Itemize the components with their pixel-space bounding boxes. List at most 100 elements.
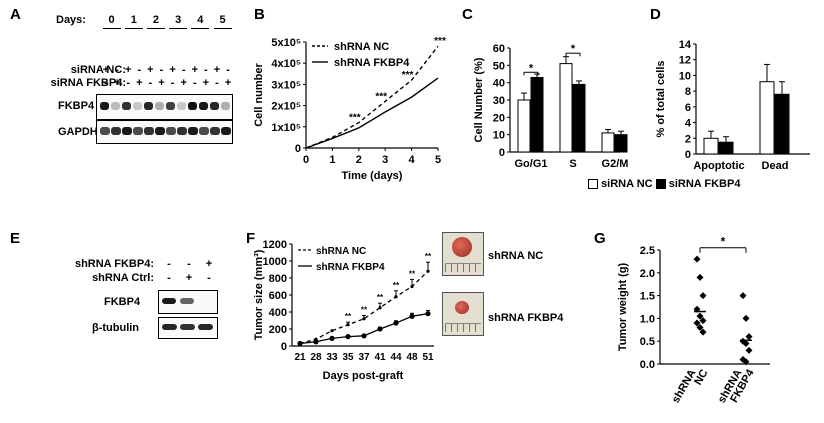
y-tick-label: 10 [493, 130, 505, 142]
sign-nc: + [147, 64, 154, 76]
y-tick-label: 4 [685, 118, 692, 130]
data-point [696, 312, 704, 320]
x-tick-label: 33 [326, 352, 338, 363]
fkbp4-band-e [162, 298, 176, 304]
y-tick-label: 40 [493, 78, 505, 90]
bar [517, 99, 531, 153]
day-label: 0 [108, 14, 115, 26]
panel-letter-d: D [650, 6, 661, 23]
category-label: NC [692, 367, 710, 387]
sign-nc: - [226, 64, 230, 76]
data-point [329, 335, 335, 341]
data-point [330, 329, 334, 333]
sign-nc: + [169, 64, 176, 76]
legend-label-sirna-fkbp4: siRNA FKBP4 [668, 178, 741, 190]
x-tick-label: 1 [329, 154, 335, 166]
chart-c: 0 10 20 30 40 50 60 Cell Number (%) Go/G1 S G2/M * * [473, 43, 628, 170]
legend-label-sirna-nc: siRNA NC [601, 178, 653, 190]
y-tick-label: 3x10⁵ [271, 79, 301, 91]
sign-nc: + [102, 64, 110, 76]
gapdh-band [188, 127, 198, 135]
day-underline [124, 28, 143, 29]
significance-mark: *** [375, 91, 387, 102]
x-tick-label: 21 [294, 352, 306, 363]
bar [572, 83, 586, 153]
gapdh-band [210, 127, 220, 135]
sign-nc: + [191, 64, 199, 76]
legend-label: shRNA FKBP4 [334, 57, 410, 69]
data-point [742, 358, 750, 366]
y-tick-label: 2.0 [640, 268, 655, 280]
gapdh-band [111, 127, 121, 135]
data-point [745, 346, 753, 354]
fkbp4-band [144, 102, 153, 110]
y-tick-label: 2.5 [640, 245, 655, 257]
sign-fkbp4: - [148, 77, 153, 89]
category-label: Apoptotic [693, 160, 744, 172]
row-label-sirna-nc: siRNA NC: [70, 64, 126, 76]
x-tick-label: 5 [435, 154, 441, 166]
y-tick-label: 0.5 [640, 336, 655, 348]
bar [759, 81, 775, 155]
y-tick-label: 2 [685, 133, 691, 145]
gapdh-band [122, 127, 132, 135]
sign-nc: - [137, 64, 142, 76]
y-tick-label: 0 [281, 341, 287, 353]
sign-nc: + [213, 64, 221, 76]
significance-mark: ** [361, 306, 368, 315]
gapdh-band [100, 127, 110, 135]
x-tick-label: 41 [374, 352, 386, 363]
panel-letter-b: B [254, 6, 265, 23]
series-line [305, 77, 439, 149]
sign-shrna-ctrl: + [185, 272, 193, 284]
day-label: 4 [197, 14, 204, 26]
x-tick-label: 48 [406, 352, 418, 363]
x-tick-label: 44 [390, 352, 402, 363]
category-label: shRNA [670, 367, 699, 405]
blot-label-beta-tubulin: β-tubulin [92, 322, 140, 334]
blot-label-fkbp4-e: FKBP4 [104, 296, 141, 308]
fkbp4-band [199, 102, 208, 110]
data-point [394, 295, 398, 299]
sign-fkbp4: - [192, 77, 197, 89]
y-tick-label: 6 [685, 102, 691, 114]
photo-label-shrna-nc: shRNA NC [488, 250, 544, 262]
y-tick-label: 0 [499, 147, 505, 159]
data-point [742, 314, 750, 322]
fkbp4-band [111, 102, 120, 110]
bar [530, 76, 544, 153]
y-tick-label: 4x10⁵ [271, 58, 301, 70]
fkbp4-band-e [180, 298, 194, 304]
sign-nc: - [159, 64, 164, 76]
beta-tubulin-blot [158, 317, 218, 339]
y-tick-label: 20 [493, 112, 505, 124]
category-label: S [569, 158, 576, 170]
sign-fkbp4: - [215, 77, 219, 89]
panel-letter-e: E [10, 230, 21, 247]
tumor-fkbp4-image [455, 301, 469, 314]
day-label: 3 [175, 14, 182, 26]
photo-label-shrna-fkbp4: shRNA FKBP4 [488, 312, 564, 324]
beta-tubulin-band [180, 324, 195, 330]
y-axis-title: Cell number [253, 63, 265, 127]
significance-mark: * [721, 235, 726, 249]
data-point [745, 333, 753, 341]
ruler-fkbp4 [445, 323, 481, 332]
category-label: Go/G1 [514, 158, 547, 170]
x-tick-label: 2 [356, 154, 362, 166]
x-tick-label: 4 [409, 154, 416, 166]
x-tick-label: 35 [342, 352, 354, 363]
sign-fkbp4: - [104, 77, 108, 89]
sign-fkbp4: - [170, 77, 175, 89]
day-underline [102, 28, 121, 29]
significance-mark: ** [345, 312, 352, 321]
y-axis-title: Cell Number (%) [473, 57, 485, 142]
gapdh-band [177, 127, 187, 135]
day-label: 1 [130, 14, 137, 26]
data-point [313, 339, 319, 345]
y-tick-label: 1x10⁵ [271, 122, 301, 134]
beta-tubulin-band [198, 324, 213, 330]
chart-g: 0.0 0.5 1.0 1.5 2.0 2.5 Tumor weight (g) shRNAN… [617, 235, 770, 405]
data-point [693, 255, 701, 263]
